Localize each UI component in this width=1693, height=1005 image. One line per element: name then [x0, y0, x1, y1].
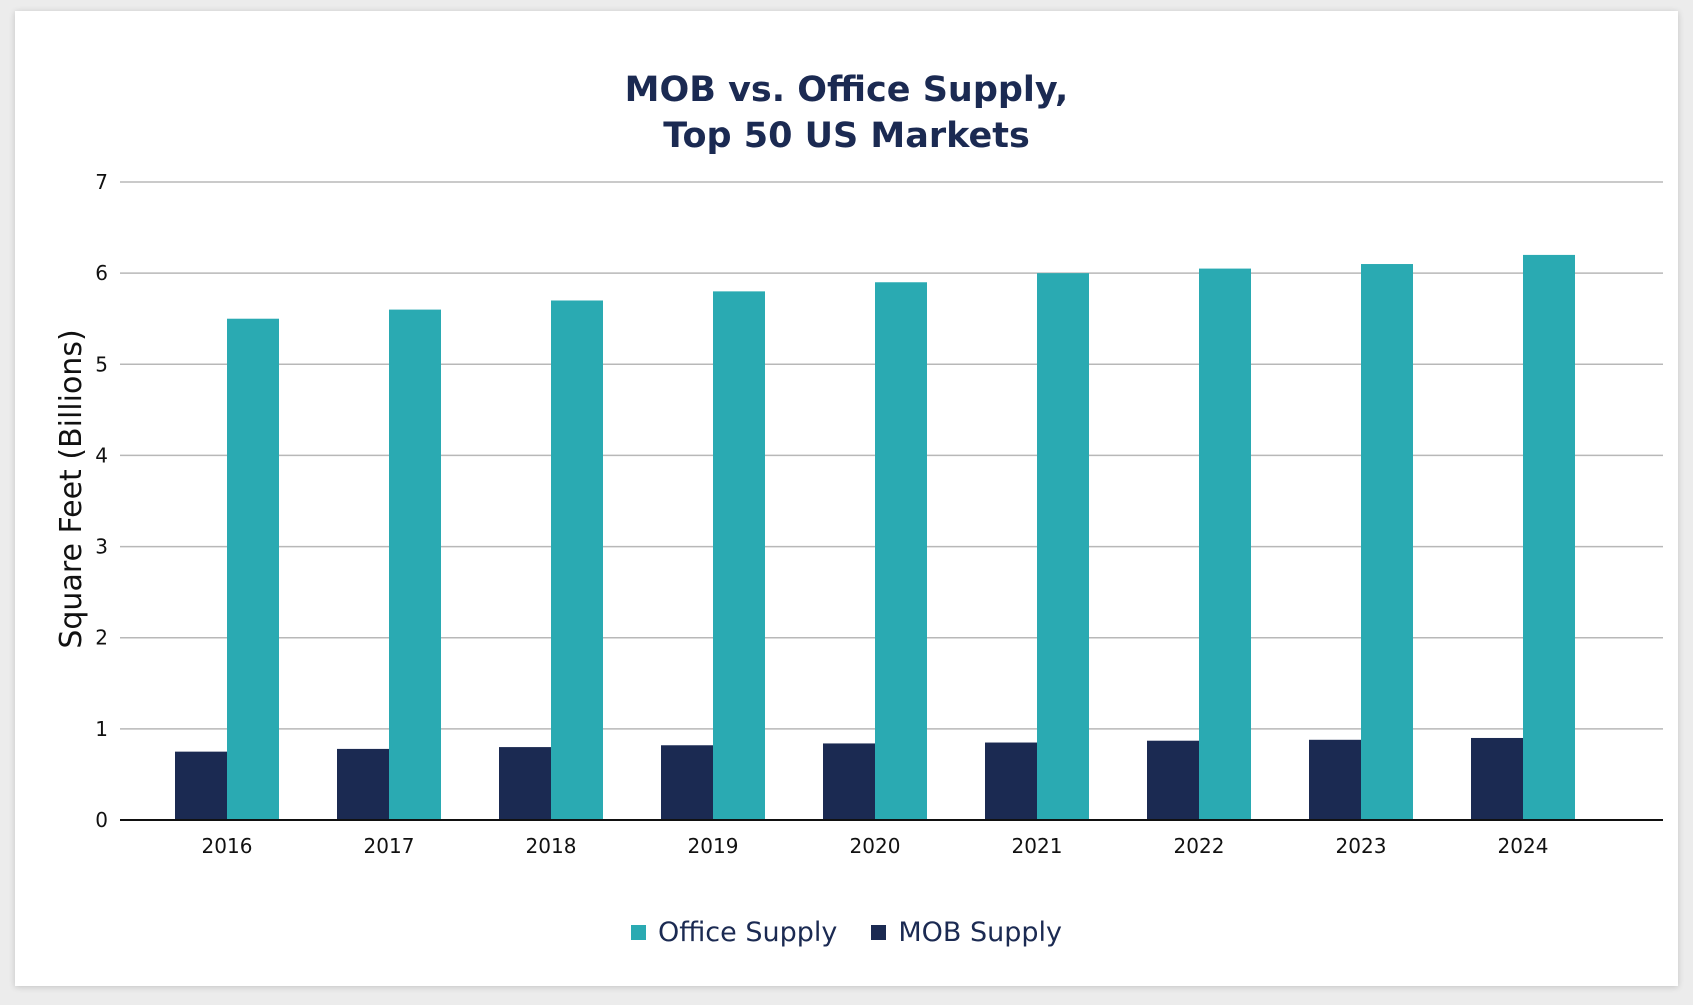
bar-chart: 0 1 2 3 4 5 6 7 2016 2017 2018 2019 2020 2021 2022 2023…: [54, 170, 1663, 858]
bar-mob-supply-2018: [499, 747, 551, 820]
legend-swatch-mob: [871, 925, 887, 940]
bar-office-supply-2019: [713, 291, 765, 820]
bar-office-supply-2023: [1361, 264, 1413, 820]
bar-mob-supply-2020: [823, 743, 875, 820]
y-tick-label-0: 0: [95, 808, 108, 832]
bar-mob-supply-2022: [1147, 740, 1199, 820]
x-tick-label-2024: 2024: [1498, 834, 1549, 858]
legend-label-office: Office Supply: [657, 917, 838, 948]
y-tick-label-4: 4: [95, 443, 108, 467]
x-tick-label-2022: 2022: [1174, 834, 1225, 858]
y-tick-label-3: 3: [95, 535, 108, 559]
chart-title-line-1: MOB vs. Office Supply,: [624, 70, 1069, 110]
x-tick-label-2020: 2020: [850, 834, 901, 858]
legend-label-mob: MOB Supply: [898, 917, 1063, 948]
chart-card: MOB vs. Office Supply, Top 50 US Markets…: [15, 11, 1678, 986]
bar-mob-supply-2024: [1471, 737, 1523, 820]
bar-mob-supply-2021: [985, 742, 1037, 820]
x-tick-label-2021: 2021: [1012, 834, 1063, 858]
legend-item-office: Office Supply: [630, 917, 838, 948]
y-axis-label: Square Feet (Billions): [54, 329, 89, 648]
bar-mob-supply-2017: [337, 748, 389, 820]
y-tick-label-5: 5: [95, 352, 108, 376]
x-tick-label-2017: 2017: [364, 834, 415, 858]
y-tick-label-1: 1: [95, 717, 108, 741]
y-tick-label-7: 7: [95, 170, 108, 194]
x-tick-label-2023: 2023: [1336, 834, 1387, 858]
x-tick-label-2016: 2016: [202, 834, 253, 858]
bar-office-supply-2017: [389, 309, 441, 820]
bar-office-supply-2020: [875, 282, 927, 820]
bar-office-supply-2021: [1037, 273, 1089, 821]
bar-mob-supply-2023: [1309, 739, 1361, 820]
y-tick-label-2: 2: [95, 626, 108, 650]
chart-title: MOB vs. Office Supply, Top 50 US Markets: [15, 67, 1678, 159]
legend-item-mob: MOB Supply: [871, 917, 1062, 948]
x-tick-label-2019: 2019: [688, 834, 739, 858]
bar-office-supply-2018: [551, 300, 603, 820]
bar-mob-supply-2019: [661, 745, 713, 820]
y-tick-label-6: 6: [95, 261, 108, 285]
bar-office-supply-2022: [1199, 268, 1251, 821]
bar-office-supply-2024: [1523, 254, 1575, 820]
chart-title-line-2: Top 50 US Markets: [663, 116, 1030, 156]
bar-office-supply-2016: [227, 318, 279, 820]
bar-mob-supply-2016: [175, 751, 227, 820]
legend-swatch-office: [630, 925, 646, 940]
x-tick-label-2018: 2018: [526, 834, 577, 858]
legend: Office Supply MOB Supply: [15, 917, 1678, 948]
